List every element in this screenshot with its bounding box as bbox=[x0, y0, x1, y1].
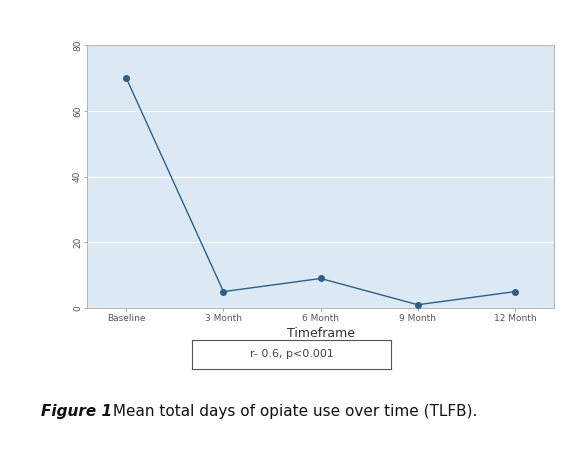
Text: Figure 1: Figure 1 bbox=[41, 404, 112, 419]
X-axis label: Timeframe: Timeframe bbox=[287, 327, 354, 340]
Text: Mean total days of opiate use over time (TLFB).: Mean total days of opiate use over time … bbox=[108, 404, 477, 419]
Text: r- 0.6, p<0.001: r- 0.6, p<0.001 bbox=[250, 349, 333, 360]
